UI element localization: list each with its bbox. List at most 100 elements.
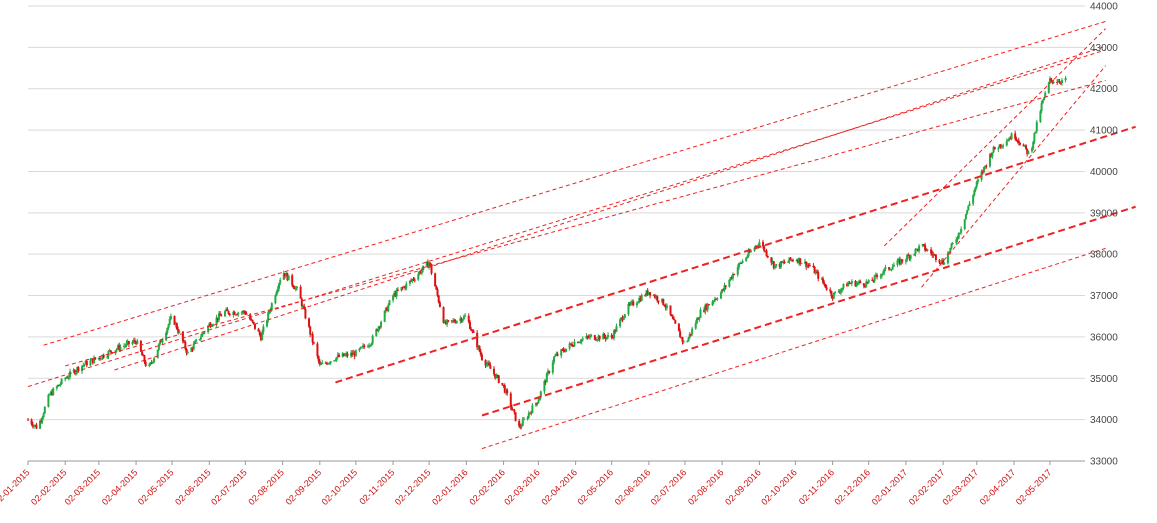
candle-body xyxy=(620,317,623,320)
candle-body xyxy=(924,244,927,251)
candle-body xyxy=(596,339,599,341)
candle-body xyxy=(335,357,338,361)
candle-body xyxy=(800,263,803,265)
candle-body xyxy=(934,254,937,260)
x-tick-label: 02-05-2016 xyxy=(575,467,615,507)
candle-body xyxy=(799,258,802,264)
x-tick-label: 02-10-2016 xyxy=(759,467,799,507)
candle-body xyxy=(888,267,891,270)
candle-body xyxy=(167,324,170,329)
candle-body xyxy=(859,281,862,284)
candle-body xyxy=(275,291,278,296)
candle-body xyxy=(265,320,268,327)
candle-body xyxy=(358,348,361,351)
candle-body xyxy=(745,257,748,261)
candle-body xyxy=(84,361,87,365)
candle-body xyxy=(820,278,823,280)
trendline xyxy=(65,79,1106,367)
candle-body xyxy=(65,377,68,379)
candle-body xyxy=(169,315,172,320)
candle-body xyxy=(447,320,450,322)
candle-body xyxy=(883,268,886,273)
candle-body xyxy=(1064,77,1067,81)
candle-body xyxy=(669,305,672,315)
trendline xyxy=(43,20,1106,346)
candle-body xyxy=(160,340,163,343)
candle-body xyxy=(901,259,904,262)
candle-body xyxy=(915,248,918,250)
candle-body xyxy=(645,290,648,296)
candle-body xyxy=(906,255,909,261)
candle-body xyxy=(623,314,626,318)
candle-body xyxy=(866,281,869,283)
candle-body xyxy=(605,337,608,339)
candle-body xyxy=(1044,92,1047,98)
candle-body xyxy=(460,318,463,322)
candle-body xyxy=(677,323,680,332)
y-tick-label: 43000 xyxy=(1090,43,1118,54)
candle-body xyxy=(149,362,152,365)
candle-body xyxy=(226,309,229,311)
candle-body xyxy=(241,310,244,313)
trendline xyxy=(921,65,1106,288)
candle-body xyxy=(1049,78,1051,83)
candle-body xyxy=(1032,141,1035,149)
candle-body xyxy=(488,362,491,366)
candle-body xyxy=(879,276,882,278)
candle-body xyxy=(518,420,521,427)
candle-body xyxy=(1005,141,1008,146)
candle-body xyxy=(649,292,652,296)
candle-body xyxy=(622,317,625,321)
candle-body xyxy=(310,333,313,335)
candle-body xyxy=(806,264,809,268)
candle-body xyxy=(758,242,761,246)
candle-body xyxy=(741,260,744,264)
candle-body xyxy=(320,363,323,365)
candle-body xyxy=(257,328,260,332)
candle-body xyxy=(228,313,231,316)
candle-body xyxy=(1026,148,1029,154)
candle-body xyxy=(252,322,255,324)
candle-body xyxy=(864,285,867,287)
candle-body xyxy=(455,320,458,324)
candle-body xyxy=(990,154,993,157)
candle-body xyxy=(123,345,126,348)
candle-body xyxy=(729,277,732,281)
y-tick-label: 33000 xyxy=(1090,457,1118,468)
candle-body xyxy=(316,343,319,357)
candle-body xyxy=(721,289,724,293)
candle-body xyxy=(165,332,168,341)
candle-body xyxy=(476,332,479,348)
candle-body xyxy=(81,365,84,372)
candle-body xyxy=(610,335,613,338)
candle-body xyxy=(538,397,541,401)
candle-body xyxy=(55,386,58,389)
candle-body xyxy=(854,280,857,287)
candle-body xyxy=(873,275,876,281)
candle-body xyxy=(395,289,398,297)
candle-body xyxy=(435,286,438,290)
x-tick-label: 02-11-2016 xyxy=(797,467,836,506)
candle-body xyxy=(722,289,725,291)
candle-body xyxy=(453,320,456,322)
candle-body xyxy=(106,356,109,358)
candle-body xyxy=(577,341,580,344)
candle-body xyxy=(664,306,667,308)
x-tick-label: 02-02-2016 xyxy=(467,467,507,507)
candle-body xyxy=(736,267,739,275)
candle-body xyxy=(602,334,605,340)
candle-body xyxy=(1024,145,1027,149)
candle-body xyxy=(981,171,984,173)
candle-body xyxy=(985,165,988,167)
candle-body xyxy=(909,255,912,259)
candle-body xyxy=(425,261,428,266)
candle-body xyxy=(215,317,218,325)
candle-body xyxy=(770,257,773,263)
y-tick-label: 42000 xyxy=(1090,84,1118,95)
candle-body xyxy=(521,419,524,426)
candle-body xyxy=(42,413,45,418)
candle-body xyxy=(144,362,147,366)
candle-body xyxy=(771,261,774,263)
candle-body xyxy=(329,361,332,363)
candle-body xyxy=(907,255,910,257)
